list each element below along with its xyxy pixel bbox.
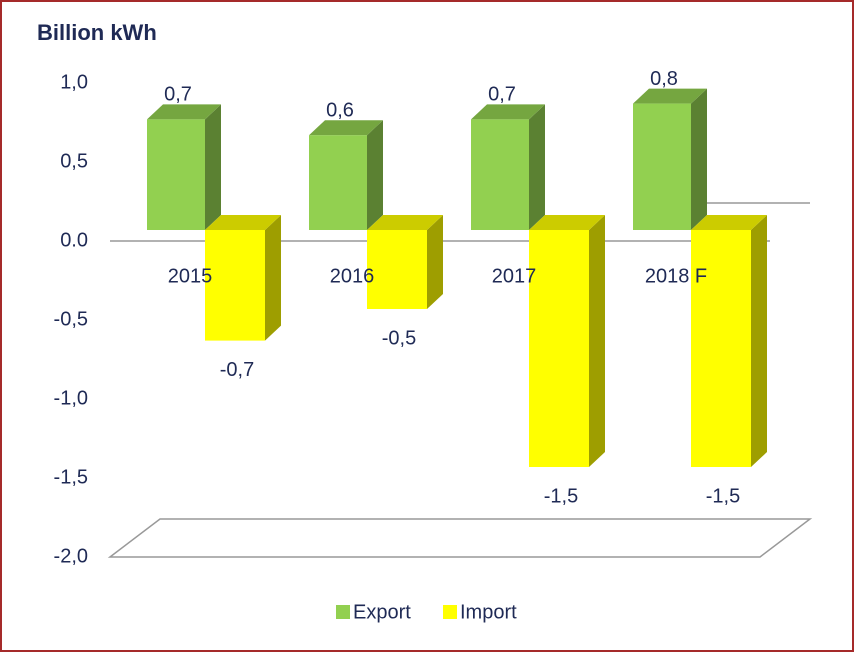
- bar-top: [367, 215, 443, 230]
- value-label: -1,5: [544, 485, 578, 507]
- bar-side: [427, 215, 443, 309]
- value-label: 0,7: [488, 84, 516, 106]
- value-label: -0,5: [382, 327, 416, 349]
- x-tick-label: 2017: [492, 265, 537, 287]
- y-tick-label: -1,5: [54, 466, 88, 488]
- bar: [633, 103, 691, 230]
- bar: [309, 135, 367, 230]
- bar-side: [691, 88, 707, 230]
- floor: [107, 518, 813, 558]
- legend-label: Export: [353, 601, 411, 623]
- bar-top: [529, 215, 605, 230]
- bar-side: [529, 104, 545, 230]
- bar: [529, 230, 589, 467]
- value-label: -0,7: [220, 359, 254, 381]
- bar-side: [205, 104, 221, 230]
- x-tick-label: 2015: [168, 265, 213, 287]
- bar-side: [589, 215, 605, 467]
- y-tick-label: 0,5: [60, 150, 88, 172]
- legend-swatch: [336, 605, 350, 619]
- bar-top: [691, 215, 767, 230]
- bar-side: [751, 215, 767, 467]
- y-tick-label: -0,5: [54, 308, 88, 330]
- value-label: 0,6: [326, 99, 354, 121]
- x-tick-label: 2018 F: [645, 265, 707, 287]
- chart-title: Billion kWh: [37, 20, 157, 45]
- bar: [147, 119, 205, 230]
- bar-top: [309, 120, 383, 136]
- bar: [205, 230, 265, 341]
- bar: [691, 230, 751, 467]
- legend-label: Import: [460, 601, 517, 623]
- bar-side: [265, 215, 281, 341]
- bar-top: [205, 215, 281, 230]
- bar-side: [367, 120, 383, 230]
- bar: [471, 119, 529, 230]
- y-tick-label: 0.0: [60, 229, 88, 251]
- y-tick-label: -2,0: [54, 545, 88, 567]
- legend-swatch: [443, 605, 457, 619]
- value-label: 0,8: [650, 68, 678, 90]
- y-tick-label: -1,0: [54, 387, 88, 409]
- bar-top: [147, 104, 221, 120]
- x-tick-label: 2016: [330, 265, 375, 287]
- bar-top: [633, 88, 707, 104]
- y-tick-label: 1,0: [60, 71, 88, 93]
- value-label: -1,5: [706, 485, 740, 507]
- bar-top: [471, 104, 545, 120]
- value-label: 0,7: [164, 84, 192, 106]
- bar: [367, 230, 427, 309]
